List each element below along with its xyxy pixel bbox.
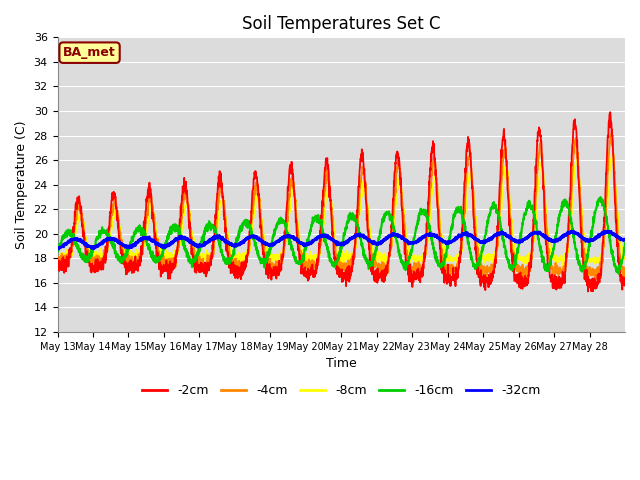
Title: Soil Temperatures Set C: Soil Temperatures Set C: [242, 15, 440, 33]
X-axis label: Time: Time: [326, 357, 356, 370]
Y-axis label: Soil Temperature (C): Soil Temperature (C): [15, 120, 28, 249]
Text: BA_met: BA_met: [63, 46, 116, 59]
Legend: -2cm, -4cm, -8cm, -16cm, -32cm: -2cm, -4cm, -8cm, -16cm, -32cm: [137, 379, 545, 402]
